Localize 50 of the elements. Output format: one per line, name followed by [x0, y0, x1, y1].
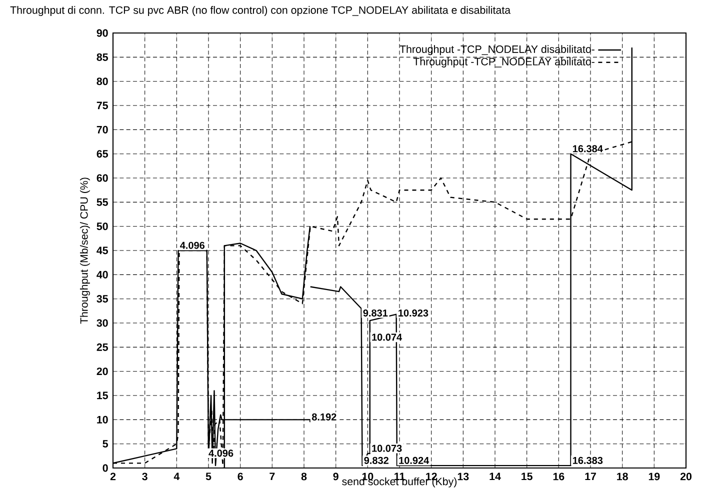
- y-tick-label: 10: [97, 416, 108, 424]
- annotation: 8.192: [312, 413, 336, 420]
- x-tick-label: 5: [206, 472, 212, 480]
- y-tick-label: 45: [96, 246, 108, 254]
- x-tick-label: 2: [110, 472, 116, 480]
- y-tick-label: 80: [96, 78, 108, 86]
- legend-label: Throughput -TCP_NODELAY disabilitato-: [400, 45, 594, 56]
- x-tick-label: 3: [142, 472, 148, 480]
- y-tick-label: 65: [96, 150, 108, 158]
- annotation: 10.924: [399, 456, 430, 464]
- x-tick-label: 17: [585, 472, 596, 480]
- legend-label: Throughput -TCP_NODELAY abilitato-: [413, 58, 594, 68]
- annotation: 10.074: [372, 334, 402, 341]
- y-tick-label: 15: [97, 392, 108, 400]
- annotation: 4.096: [180, 242, 205, 249]
- y-tick-label: 85: [96, 53, 108, 61]
- y-tick-label: 5: [102, 440, 108, 448]
- x-tick-label: 7: [270, 472, 275, 480]
- y-tick-label: 25: [96, 343, 108, 351]
- y-tick-label: 0: [102, 464, 108, 472]
- x-tick-label: 18: [617, 472, 628, 480]
- y-tick-label: 35: [96, 295, 108, 303]
- x-tick-label: 20: [680, 472, 692, 480]
- y-tick-label: 55: [96, 198, 108, 206]
- x-tick-label: 16: [553, 472, 564, 480]
- y-tick-label: 60: [96, 174, 108, 182]
- y-tick-label: 70: [96, 126, 108, 134]
- y-tick-label: 90: [96, 29, 108, 37]
- y-tick-label: 20: [96, 368, 108, 376]
- x-tick-label: 13: [458, 472, 469, 480]
- y-tick-label: 50: [96, 222, 108, 230]
- x-tick-label: 14: [490, 472, 501, 480]
- x-tick-label: 15: [522, 472, 532, 480]
- annotation: 16.384: [572, 145, 603, 152]
- y-axis-title: Throughput (Mb/sec)/ CPU (%): [80, 178, 90, 324]
- y-tick-label: 40: [96, 270, 108, 278]
- x-tick-label: 9: [333, 472, 338, 480]
- annotation: 9.832: [364, 456, 388, 464]
- annotation: 16.383: [572, 456, 603, 464]
- y-tick-label: 75: [96, 102, 108, 110]
- annotation: 10.073: [372, 444, 402, 452]
- annotation: 10.923: [398, 309, 428, 317]
- x-tick-label: 4: [174, 472, 180, 480]
- x-tick-label: 19: [648, 472, 660, 480]
- chart-title: Throughput di conn. TCP su pvc ABR (no flow control) con opzione TCP_NODELAY abilitata e disabilitata: [10, 6, 511, 16]
- x-tick-label: 6: [238, 472, 243, 480]
- annotation: 9.831: [363, 309, 388, 317]
- x-tick-label: 8: [301, 472, 307, 480]
- y-tick-label: 30: [96, 319, 108, 327]
- annotation: 4.096: [208, 450, 234, 457]
